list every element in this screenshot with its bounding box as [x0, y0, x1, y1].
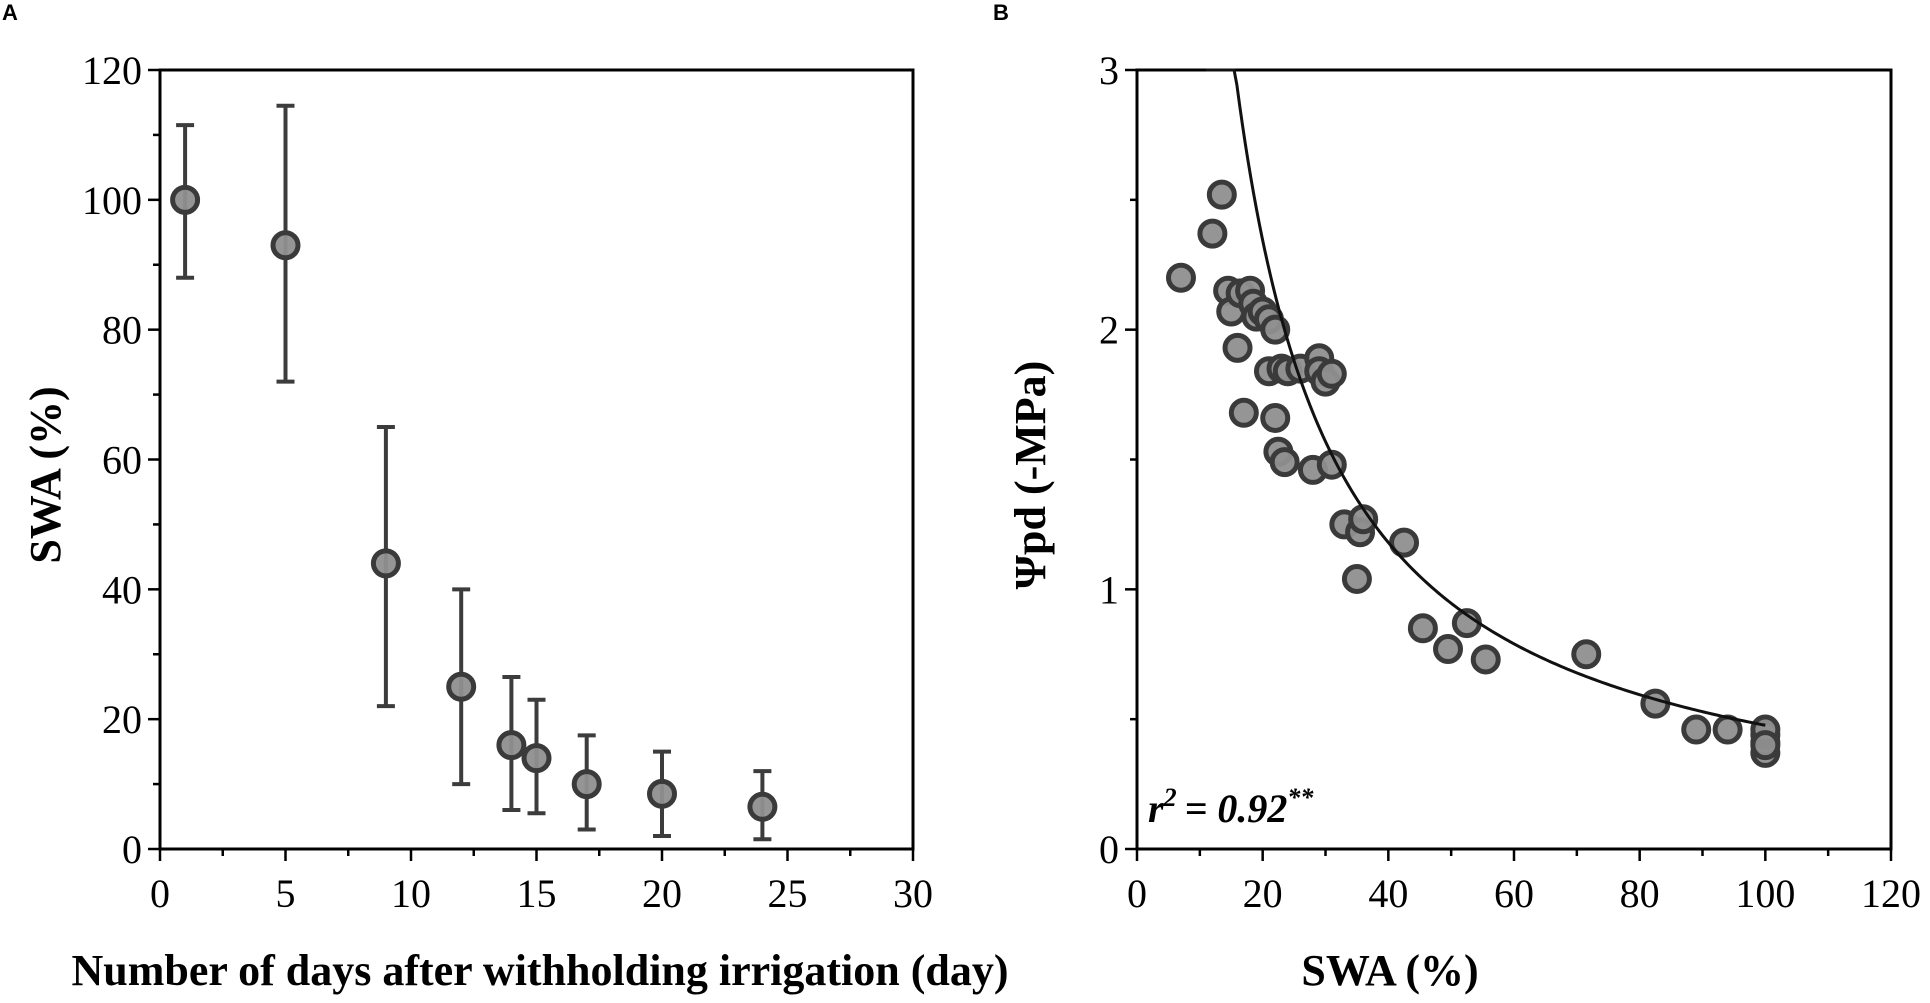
x-tick-label: 40	[1368, 871, 1408, 916]
data-point	[1433, 634, 1464, 665]
x-tick-label: 30	[893, 871, 933, 916]
y-tick-label: 20	[102, 697, 142, 742]
chart-b-y-axis-title: Ψpd (-MPa)	[1006, 361, 1055, 590]
data-point	[1571, 639, 1602, 670]
data-point	[1206, 179, 1237, 210]
data-point	[270, 230, 301, 261]
data-point	[571, 769, 602, 800]
x-tick-label: 20	[642, 871, 682, 916]
x-tick-label: 5	[276, 871, 296, 916]
data-point	[1197, 218, 1228, 249]
data-point	[496, 730, 527, 761]
data-point	[747, 791, 778, 822]
r-exponent: 2	[1163, 783, 1177, 812]
y-tick-label: 2	[1099, 308, 1119, 353]
r-value: = 0.92	[1185, 786, 1288, 831]
y-tick-label: 3	[1099, 48, 1119, 93]
y-tick-label: 100	[82, 178, 142, 223]
significance-marker: **	[1287, 783, 1314, 812]
y-tick-label: 60	[102, 438, 142, 483]
data-point	[1316, 358, 1347, 389]
chart-a-x-axis-title: Number of days after withholding irrigat…	[71, 946, 1008, 995]
data-point	[1750, 730, 1781, 761]
data-point	[1640, 688, 1671, 719]
data-point	[647, 778, 677, 809]
y-tick-label: 120	[82, 48, 142, 93]
data-point	[446, 671, 477, 702]
data-point	[1165, 262, 1196, 293]
data-point	[1407, 613, 1438, 644]
y-tick-label: 0	[1099, 827, 1119, 872]
chart-a-marks	[170, 103, 778, 842]
x-tick-label: 0	[150, 871, 170, 916]
data-point	[521, 743, 552, 774]
y-tick-label: 1	[1099, 567, 1119, 612]
chart-a-axes: 0 5 10 15 20 25 30 0 20 40 60 80 100 120	[82, 48, 933, 916]
chart-b-x-axis-title: SWA (%)	[1301, 946, 1478, 995]
r-symbol: r	[1148, 786, 1164, 831]
x-tick-label: 60	[1494, 871, 1534, 916]
y-tick-label: 40	[102, 567, 142, 612]
chart-panel-a: A 0 5 10 15 20 25 30 0 20 40 60 80 100 120 Number of …	[2, 0, 1009, 995]
x-tick-label: 25	[768, 871, 808, 916]
x-tick-label: 80	[1620, 871, 1660, 916]
data-point	[1269, 447, 1300, 478]
r-squared-annotation: r2 = 0.92**	[1148, 783, 1314, 831]
data-point	[170, 184, 201, 215]
chart-b-marks	[1165, 68, 1781, 768]
fit-curve	[1206, 68, 1766, 727]
panel-label-a: A	[2, 0, 18, 25]
data-point	[1341, 563, 1372, 594]
data-point	[1470, 644, 1501, 675]
x-tick-label: 0	[1127, 871, 1147, 916]
y-tick-label: 0	[122, 827, 142, 872]
x-tick-label: 100	[1735, 871, 1795, 916]
x-tick-label: 10	[391, 871, 431, 916]
chart-panel-b: B 0 20 40 60 80 100 120 0 1 2 3 SWA (%) Ψpd (-MPa)…	[993, 0, 1921, 995]
data-point	[1389, 527, 1420, 558]
chart-a-y-axis-title: SWA (%)	[21, 386, 70, 563]
chart-b-axes: 0 20 40 60 80 100 120 0 1 2 3	[1099, 48, 1921, 916]
data-point	[1260, 402, 1291, 433]
data-point	[1228, 397, 1259, 428]
data-point	[370, 548, 401, 579]
x-tick-label: 15	[517, 871, 557, 916]
x-tick-label: 120	[1861, 871, 1921, 916]
data-point	[1681, 714, 1712, 745]
y-tick-label: 80	[102, 308, 142, 353]
x-tick-label: 20	[1243, 871, 1283, 916]
data-point	[1222, 332, 1253, 363]
panel-label-b: B	[993, 0, 1009, 25]
